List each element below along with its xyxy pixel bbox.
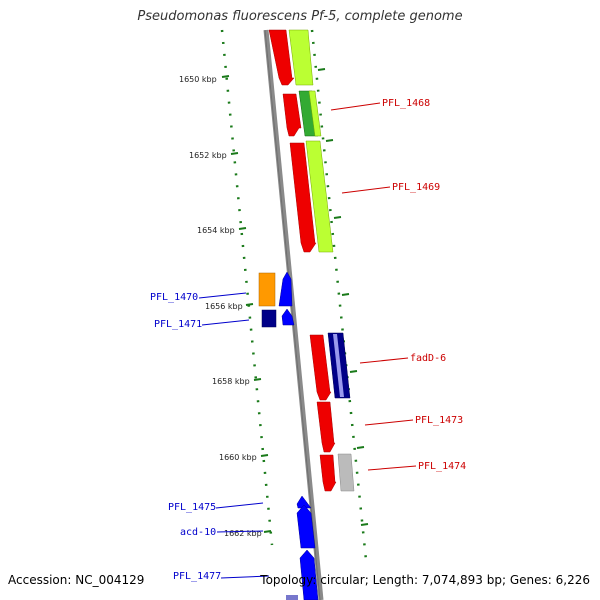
- gene-blue-pfl1470[interactable]: [278, 271, 293, 307]
- genome-summary: Topology: circular; Length: 7,074,893 bp…: [260, 573, 590, 587]
- accession-info: Accession: NC_004129: [8, 573, 144, 587]
- genes-value: 6,226: [555, 573, 590, 587]
- tick-mark-1650: [221, 75, 230, 78]
- topology-value: circular: [320, 573, 365, 587]
- gene-label-pfl1469[interactable]: PFL_1469: [392, 182, 440, 193]
- separator: ;: [501, 573, 507, 587]
- gene-labels: PFL_1468 PFL_1469 PFL_1470 PFL_1471 fadD…: [150, 98, 466, 582]
- reverse-leaders: [198, 292, 270, 579]
- tick-label-1650: 1650 kbp: [179, 75, 217, 84]
- lime-genes: [288, 29, 334, 253]
- tick-label-1658: 1658 kbp: [212, 377, 250, 386]
- accession-label: Accession:: [8, 573, 72, 587]
- gene-label-pfl1470[interactable]: PFL_1470: [150, 292, 198, 303]
- gene-blue-pfl1471[interactable]: [281, 308, 295, 326]
- inner-dotted-ring: [310, 29, 368, 561]
- gene-lime-2[interactable]: [308, 90, 322, 137]
- tick-mark-1652: [230, 152, 239, 155]
- accession-value: NC_004129: [75, 573, 145, 587]
- kbp-ticks: 1650 kbp 1652 kbp 1654 kbp 1656 kbp 1658…: [179, 75, 272, 538]
- inner-ring-ticks: [317, 68, 369, 526]
- tick-mark-1662: [263, 530, 272, 533]
- gene-blue-acd10[interactable]: [296, 504, 316, 549]
- tick-label-1660: 1660 kbp: [219, 453, 257, 462]
- gene-gray-pfl1474[interactable]: [337, 453, 355, 492]
- gene-label-pfl1477[interactable]: PFL_1477: [173, 571, 221, 582]
- tick-mark-1658: [253, 378, 262, 381]
- gene-blue-pfl1477[interactable]: [299, 549, 319, 600]
- tick-label-1662: 1662 kbp: [224, 529, 262, 538]
- genome-backbone: [263, 29, 324, 600]
- forward-leaders: [330, 102, 417, 471]
- gene-label-pfl1471[interactable]: PFL_1471: [154, 319, 202, 330]
- tick-mark-1656: [245, 303, 254, 306]
- tick-label-1656: 1656 kbp: [205, 302, 243, 311]
- gene-arrow-red-fadd6[interactable]: [309, 334, 332, 401]
- gene-lime-1[interactable]: [288, 29, 314, 86]
- gene-label-pfl1473[interactable]: PFL_1473: [415, 415, 463, 426]
- gene-navy-pfl1471[interactable]: [261, 309, 277, 328]
- gene-orange-pfl1470[interactable]: [258, 272, 276, 307]
- gene-blue-pfl1475[interactable]: [296, 495, 312, 509]
- reverse-genes: [258, 271, 355, 600]
- tick-mark-1660: [260, 454, 269, 457]
- gene-label-pfl1468[interactable]: PFL_1468: [382, 98, 430, 109]
- gene-arrow-red-pfl1473[interactable]: [316, 401, 336, 453]
- tick-label-1654: 1654 kbp: [197, 226, 235, 235]
- topology-label: Topology:: [260, 573, 317, 587]
- tick-label-1652: 1652 kbp: [189, 151, 227, 160]
- gene-lime-pfl1469[interactable]: [305, 140, 334, 253]
- gene-label-pfl1475[interactable]: PFL_1475: [168, 502, 216, 513]
- gene-purple-fragment[interactable]: [286, 595, 298, 600]
- gene-arrow-red-pfl1469[interactable]: [289, 142, 317, 253]
- gene-label-pfl1474[interactable]: PFL_1474: [418, 461, 466, 472]
- gene-label-fadd6[interactable]: fadD-6: [410, 353, 446, 364]
- tick-mark-1654: [238, 227, 247, 230]
- map-title: Pseudomonas fluorescens Pf-5, complete g…: [137, 9, 463, 24]
- gene-arrow-red-1[interactable]: [268, 29, 295, 86]
- gene-lavender-fadd6[interactable]: [333, 334, 344, 397]
- length-value: 7,074,893 bp: [421, 573, 502, 587]
- separator: ;: [364, 573, 369, 587]
- length-label: Length:: [372, 573, 419, 587]
- gene-arrow-red-2[interactable]: [282, 93, 302, 137]
- genes-label: Genes:: [509, 573, 552, 587]
- gene-label-acd10[interactable]: acd-10: [180, 527, 216, 538]
- gene-arrow-red-pfl1474[interactable]: [319, 454, 337, 492]
- forward-genes: [268, 29, 337, 492]
